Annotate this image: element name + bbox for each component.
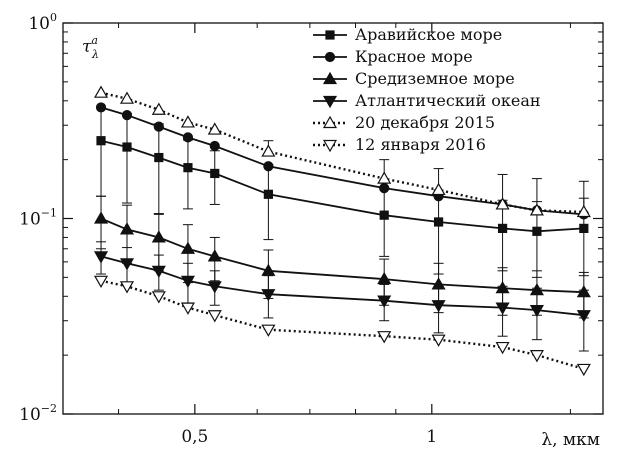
y-tick-label: 10−1 (19, 207, 57, 230)
series-0-point (210, 168, 220, 179)
y-axis-label: τa λ (82, 34, 99, 61)
series-2-point (529, 282, 544, 296)
series-5-point (261, 324, 276, 337)
series-4-point (93, 85, 109, 98)
legend-marker (322, 71, 338, 85)
series-4-point (576, 204, 591, 218)
series-2-point (431, 277, 446, 290)
series-3-line (100, 255, 584, 317)
series-2-point (495, 280, 510, 294)
series-1-point (209, 140, 220, 152)
series-5-point (431, 334, 446, 347)
series-4-point (377, 171, 392, 184)
series-5-point (119, 281, 135, 294)
series-0-point (263, 189, 273, 199)
series-1-point (153, 121, 164, 132)
series-3-point (119, 258, 135, 271)
legend-marker (324, 51, 336, 63)
series-0-point (433, 217, 444, 227)
series-5-point (207, 310, 222, 323)
legend-marker (322, 139, 338, 153)
series-1-point (182, 132, 194, 143)
series-0-point (579, 223, 589, 233)
y-tick-label: 10−2 (19, 402, 57, 425)
series-4-point (207, 122, 222, 135)
legend-label: Аравийское море (355, 25, 502, 44)
series-0-point (122, 142, 132, 152)
series-0-point (497, 223, 508, 233)
series-2-point (261, 263, 276, 276)
series-4-point (495, 197, 510, 210)
series-5-line (100, 279, 585, 371)
series-lines (100, 91, 585, 371)
series-1-point (379, 183, 390, 194)
series-5-point (576, 363, 591, 377)
series-3-point (377, 295, 392, 308)
series-5-point (495, 341, 510, 355)
series-3-point (151, 265, 166, 279)
series-1-point (95, 102, 107, 113)
series-3-point (529, 304, 544, 318)
series-5-point (377, 331, 392, 344)
series-5-point (151, 291, 166, 304)
legend: Аравийское море Красное море Средиземное м… (313, 25, 541, 154)
x-axis-label: λ, мкм (541, 430, 600, 449)
series-4-line (100, 91, 584, 214)
series-2-point (93, 211, 109, 224)
series-3-point (495, 302, 510, 315)
series-3-point (207, 281, 222, 294)
legend-marker (325, 30, 335, 40)
series-2-point (180, 241, 195, 254)
series-2-point (377, 271, 392, 285)
legend-marker (322, 115, 338, 129)
x-tick-label: 1 (426, 427, 437, 447)
series-4-point (529, 203, 544, 216)
legend-label: 20 декабря 2015 (355, 113, 495, 132)
series-0-point (183, 163, 193, 173)
legend-label: 12 января 2016 (355, 135, 486, 154)
series-0-point (154, 152, 164, 163)
series-4-point (151, 102, 166, 115)
series-0-point (379, 210, 389, 220)
series-4-point (261, 144, 276, 157)
x-tick-label: 0,5 (181, 427, 208, 447)
series-markers (93, 85, 591, 377)
legend-label: Атлантический океан (355, 91, 541, 110)
series-0-line (100, 139, 584, 233)
series-2-point (119, 222, 135, 235)
series-3-point (261, 289, 276, 302)
series-0-point (532, 226, 542, 236)
series-1-line (100, 106, 584, 216)
legend-marker (322, 95, 338, 109)
series-2-point (576, 284, 591, 298)
legend-label: Красное море (355, 47, 473, 66)
series-3-point (180, 275, 195, 289)
series-2-point (207, 249, 222, 262)
series-1-point (263, 161, 274, 172)
legend-label: Средиземное море (355, 69, 515, 88)
series-3-point (431, 300, 446, 313)
series-5-point (180, 302, 195, 315)
series-3-point (93, 251, 109, 264)
y-tick-label: 100 (28, 11, 57, 34)
series-2-point (151, 230, 166, 243)
series-4-point (180, 115, 195, 128)
series-5-point (93, 275, 109, 289)
series-1-point (121, 109, 133, 121)
series-3-point (576, 310, 591, 323)
series-4-point (119, 91, 135, 104)
series-5-point (529, 350, 544, 363)
series-4-point (431, 182, 446, 196)
series-0-point (96, 136, 106, 146)
